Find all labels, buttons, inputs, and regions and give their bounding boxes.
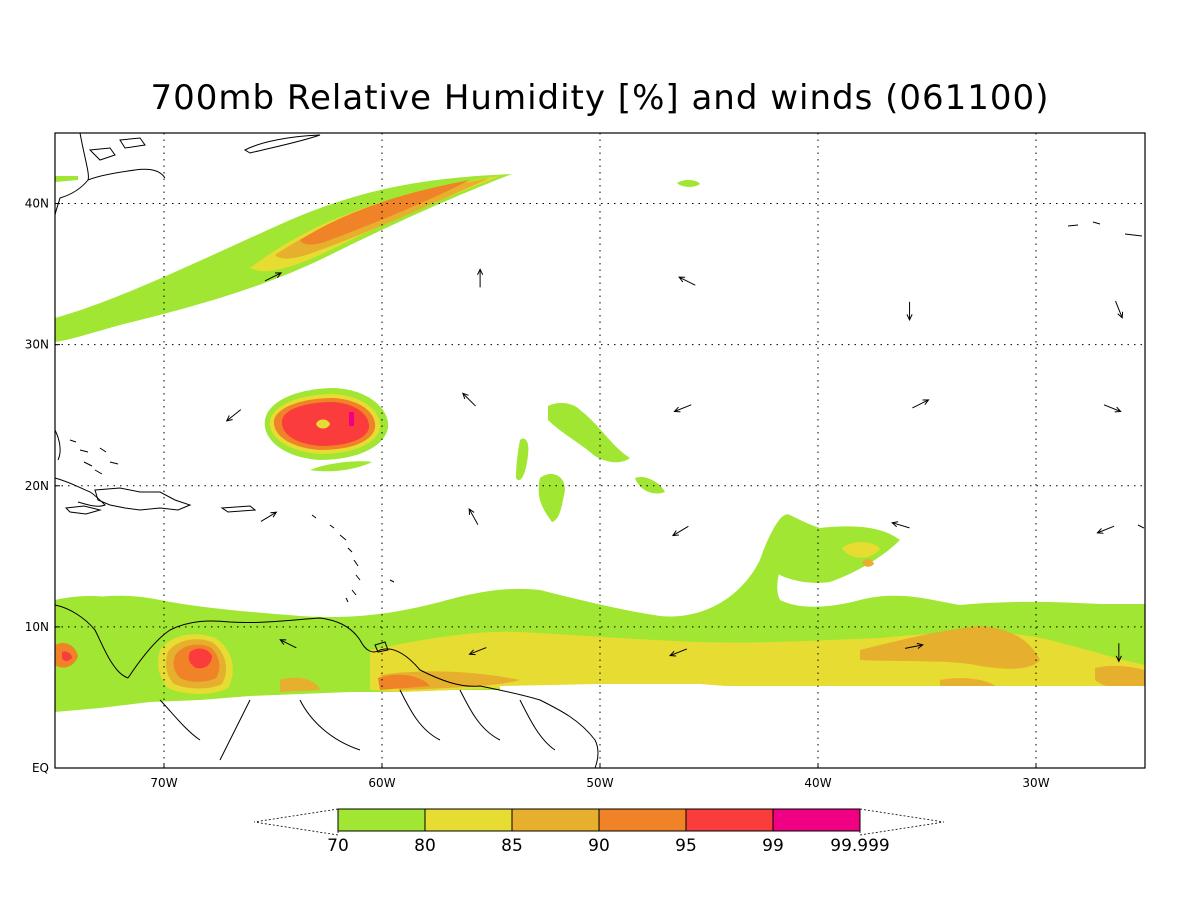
coast-florida [54,429,61,461]
rh-guiana-90 [378,674,430,690]
coast-puerto-rico [220,505,257,513]
lon-tick-label: 50W [586,776,613,790]
rh-patch-15n-85 [862,559,874,567]
rh-storm-arm [310,461,372,472]
colorbar-swatch [598,808,687,832]
wind-arrow [671,525,689,537]
wind-arrow [912,399,930,409]
lat-tick-label: 20N [25,479,49,493]
lon-tick-label: 70W [150,776,177,790]
lat-tick-label: 40N [25,197,49,211]
lon-tick-label: 60W [368,776,395,790]
rh-storm-core [349,412,354,426]
coast-cuba [54,477,106,507]
latitude-ticks: EQ 10N 20N 30N 40N [25,197,60,775]
rh-band-south-85 [860,626,1040,669]
lon-tick-label: 30W [1022,776,1049,790]
colorbar-label: 99 [762,836,784,856]
rh-storm-eye [316,419,330,429]
colorbar-label: 85 [501,836,523,856]
coast-cape-verde [1137,524,1145,529]
lon-tick-label: 40W [804,776,831,790]
wind-arrow [891,521,910,529]
no-data-mask-3 [500,684,1145,716]
coast-atlantic-islands [1067,221,1143,237]
rh-carib-s-85 [280,677,320,692]
rh-patch-mid-1 [548,403,630,463]
coast-north-america [54,132,166,216]
coast-jamaica [64,505,102,515]
coast-trinidad [374,641,389,653]
coast-greatlakes [88,137,146,161]
map-title: 700mb Relative Humidity [%] and winds (0… [150,78,1050,118]
rh-carib-95 [188,648,212,669]
wind-arrow [264,272,283,282]
coast-nova-scotia [243,134,321,154]
wind-arrow [468,647,487,656]
rh-patch-ne [677,180,700,187]
colorbar-label: 80 [414,836,436,856]
wind-arrow [1115,643,1122,663]
colorbar: 70 80 85 90 95 99 99.999 [253,808,945,856]
rh-patch-mid-4 [516,438,529,481]
wind-arrow [279,639,297,649]
coast-colombia-venezuela [127,617,599,769]
wind-arrow [462,392,476,407]
lat-tick-label: EQ [32,761,49,775]
colorbar-swatch [424,808,513,832]
wind-arrow [1103,404,1122,413]
rh-carib-w-95 [62,651,72,661]
colorbar-label: 99.999 [830,836,889,856]
rh-patch-15n-80 [842,542,880,558]
wind-arrow [1115,300,1124,319]
rh-patch-nw [55,176,78,182]
colorbar-right-arrow [859,808,945,836]
wind-arrow [904,642,924,649]
colorbar-left-arrow [253,808,339,836]
no-data-mask [56,716,1144,767]
coast-antilles [311,514,395,603]
coast-interior-borders [159,689,556,761]
rh-band-south-85c [1095,665,1145,691]
lat-tick-label: 10N [25,620,49,634]
wind-arrow [678,276,696,286]
colorbar-swatch [685,808,774,832]
wind-arrow [1096,525,1115,534]
coast-central-america [54,604,129,679]
colorbar-swatch [337,808,426,832]
rh-patch-mid-3 [635,476,665,494]
wind-arrow [468,507,479,525]
longitude-ticks: 70W 60W 50W 40W 30W [150,763,1050,790]
colorbar-label: 70 [327,836,349,856]
wind-arrow [260,511,278,522]
wind-vectors [225,268,1124,663]
wind-arrow [225,409,242,422]
colorbar-swatch [772,808,861,832]
coast-hispaniola [94,487,192,511]
wind-arrow [669,648,688,657]
wind-arrow [477,268,484,288]
coastlines [54,132,1145,769]
colorbar-label: 90 [588,836,610,856]
coast-bahamas [69,439,119,475]
lat-tick-label: 30N [25,338,49,352]
rh-patch-mid-2 [538,474,565,522]
colorbar-swatch [511,808,600,832]
wind-arrow [906,301,913,321]
colorbar-label: 95 [675,836,697,856]
rh-band-north-90 [300,180,470,245]
wind-arrow [673,404,692,413]
